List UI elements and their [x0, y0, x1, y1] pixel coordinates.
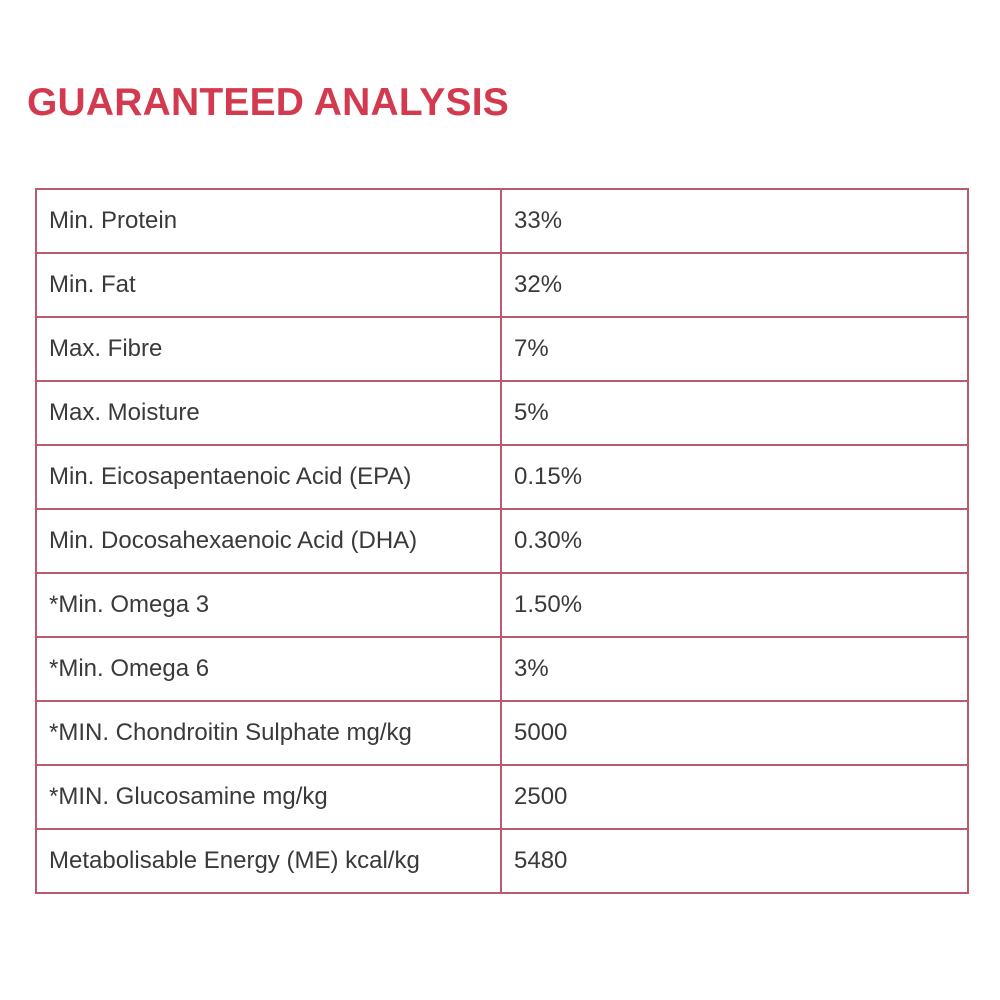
nutrient-value: 5% [500, 380, 969, 446]
nutrient-value: 0.15% [500, 444, 969, 510]
nutrient-value: 33% [500, 188, 969, 254]
table-row: Min. Docosahexaenoic Acid (DHA) 0.30% [35, 508, 969, 574]
table-row: *MIN. Glucosamine mg/kg 2500 [35, 764, 969, 830]
nutrient-label: Max. Fibre [35, 316, 502, 382]
nutrient-value: 0.30% [500, 508, 969, 574]
nutrient-label: *Min. Omega 3 [35, 572, 502, 638]
table-row: *Min. Omega 3 1.50% [35, 572, 969, 638]
nutrient-label: Min. Fat [35, 252, 502, 318]
page-title: GUARANTEED ANALYSIS [27, 81, 509, 124]
nutrient-value: 5000 [500, 700, 969, 766]
nutrient-label: *MIN. Chondroitin Sulphate mg/kg [35, 700, 502, 766]
nutrient-label: Metabolisable Energy (ME) kcal/kg [35, 828, 502, 894]
table-row: Min. Eicosapentaenoic Acid (EPA) 0.15% [35, 444, 969, 510]
table-row: Min. Protein 33% [35, 188, 969, 254]
nutrient-value: 32% [500, 252, 969, 318]
nutrient-value: 7% [500, 316, 969, 382]
table-row: *Min. Omega 6 3% [35, 636, 969, 702]
nutrient-label: *MIN. Glucosamine mg/kg [35, 764, 502, 830]
table-row: Min. Fat 32% [35, 252, 969, 318]
table-row: *MIN. Chondroitin Sulphate mg/kg 5000 [35, 700, 969, 766]
table-row: Metabolisable Energy (ME) kcal/kg 5480 [35, 828, 969, 894]
table-row: Max. Fibre 7% [35, 316, 969, 382]
table-row: Max. Moisture 5% [35, 380, 969, 446]
nutrient-value: 5480 [500, 828, 969, 894]
nutrient-label: Min. Eicosapentaenoic Acid (EPA) [35, 444, 502, 510]
nutrient-label: Min. Protein [35, 188, 502, 254]
nutrient-label: Min. Docosahexaenoic Acid (DHA) [35, 508, 502, 574]
guaranteed-analysis-table: Min. Protein 33% Min. Fat 32% Max. Fibre… [35, 188, 969, 894]
nutrient-label: *Min. Omega 6 [35, 636, 502, 702]
nutrient-value: 2500 [500, 764, 969, 830]
nutrient-value: 1.50% [500, 572, 969, 638]
nutrient-label: Max. Moisture [35, 380, 502, 446]
nutrient-value: 3% [500, 636, 969, 702]
